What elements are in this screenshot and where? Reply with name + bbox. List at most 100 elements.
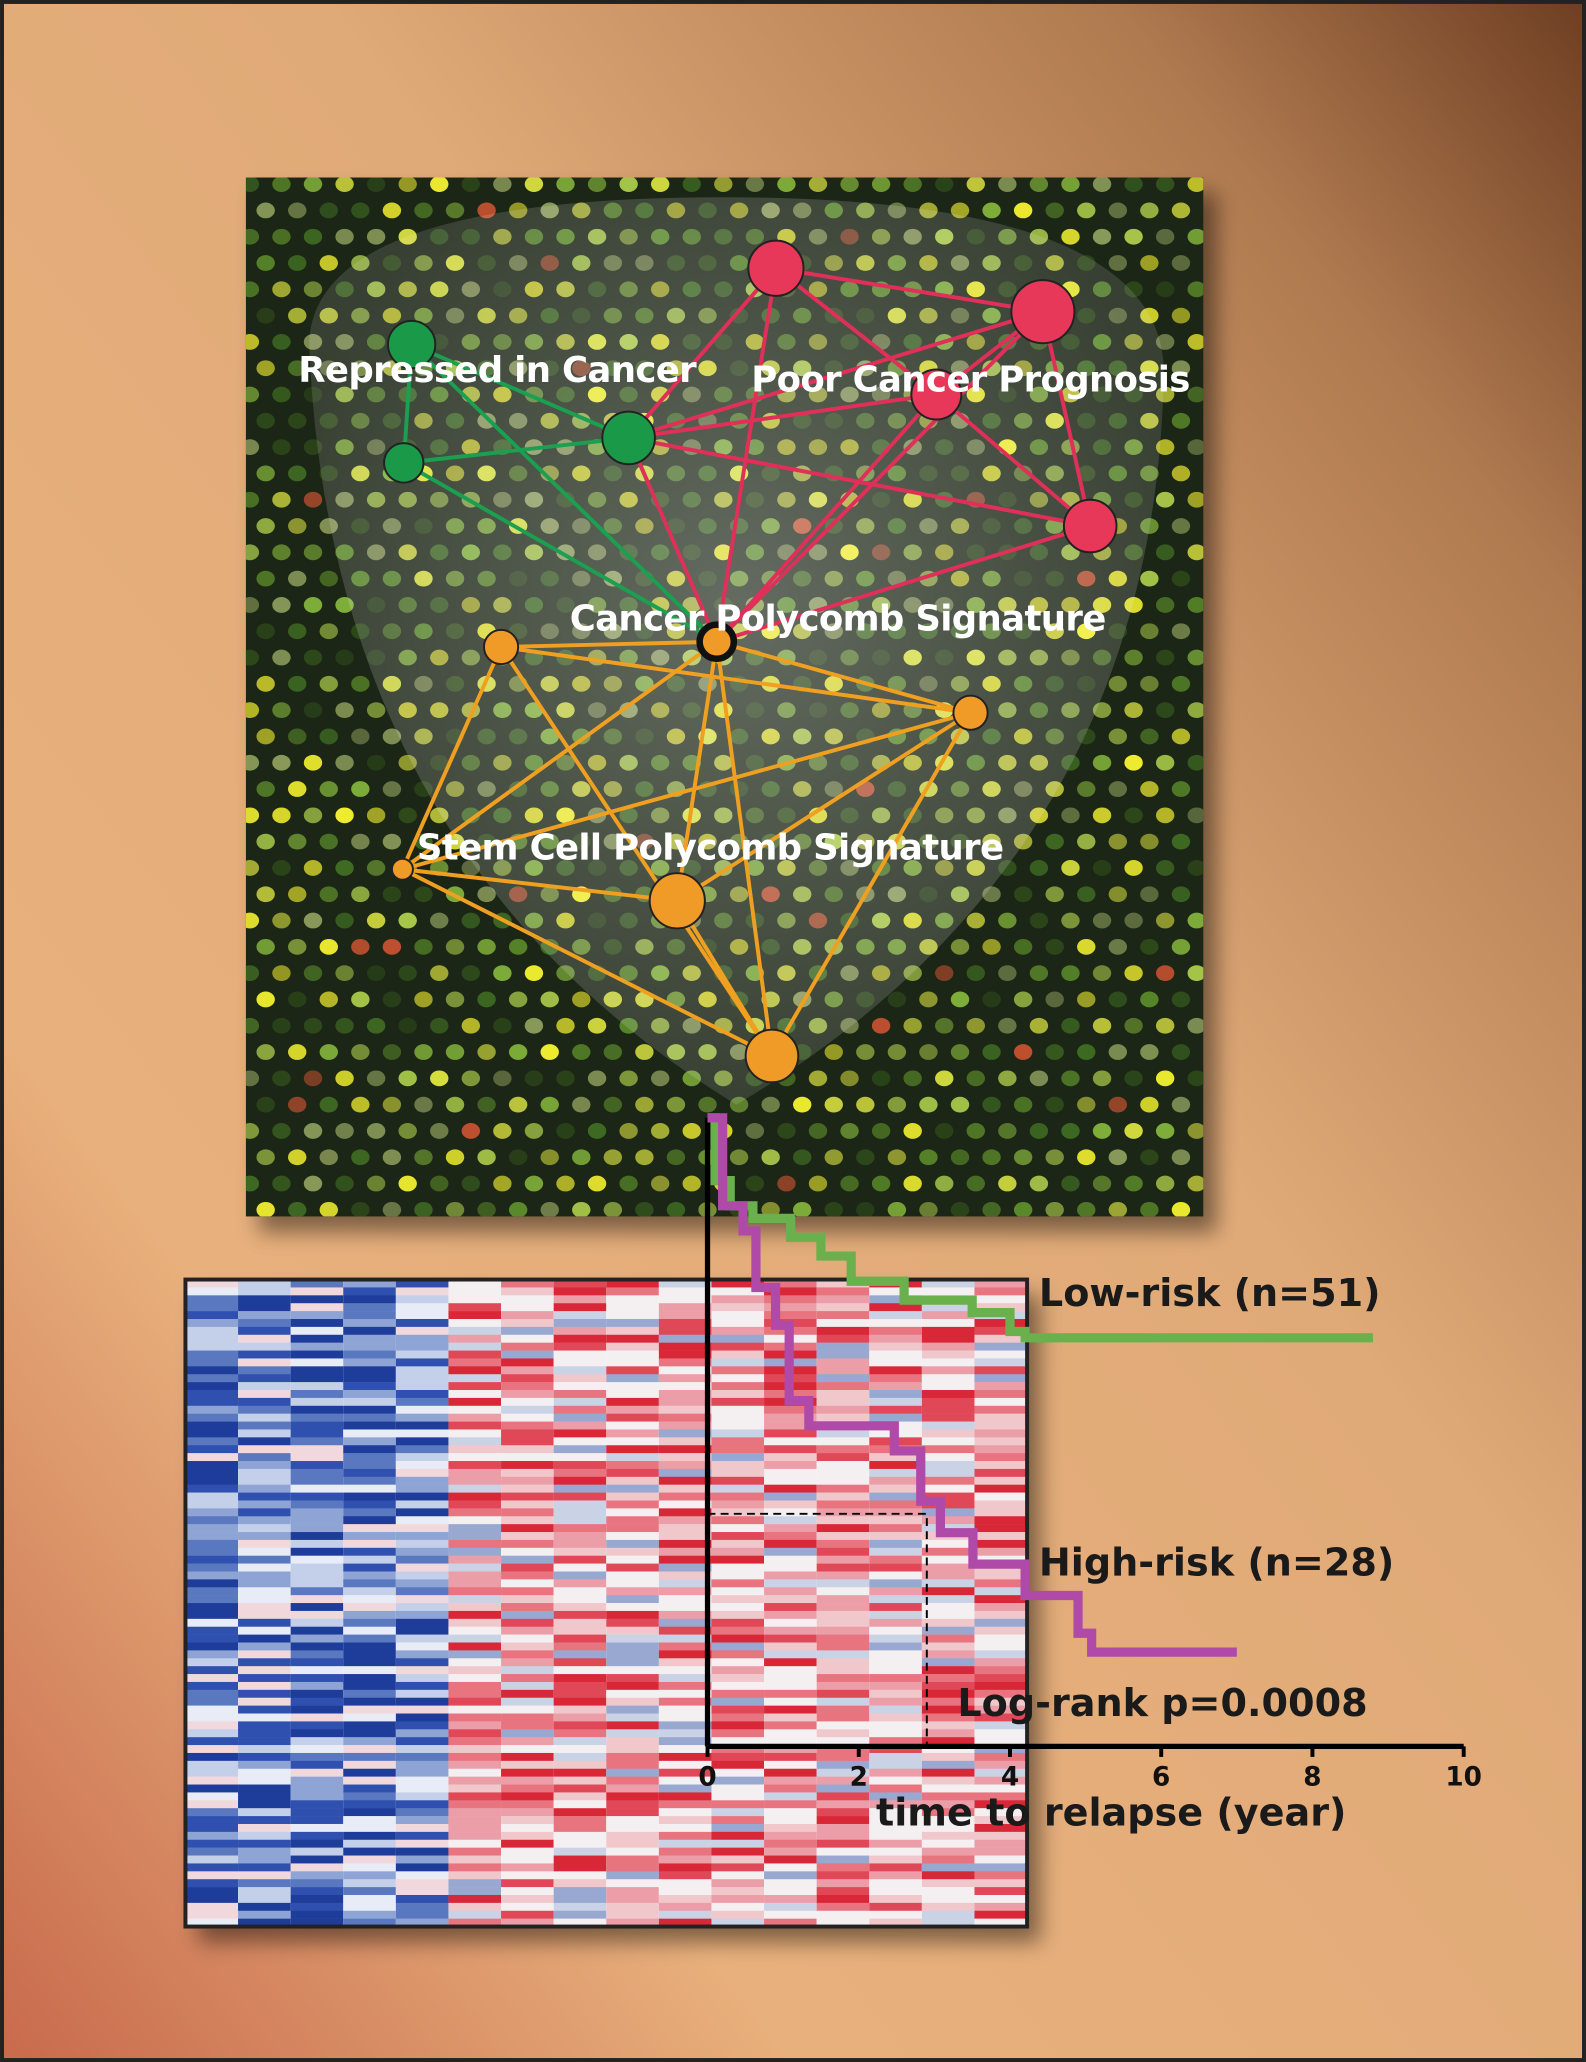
heat-cell [606,1737,659,1746]
heat-cell [185,1484,239,1493]
spot [935,1070,954,1087]
heat-cell [711,1358,765,1367]
heat-cell [343,1397,396,1407]
spot [1171,781,1191,797]
heat-cell [658,1768,712,1777]
heat-cell [185,1626,239,1635]
heat-cell [290,1752,344,1762]
heat-cell [764,1729,817,1738]
heat-cell [343,1855,396,1864]
heat-cell [764,1516,817,1525]
heat-cell [606,1839,659,1848]
heat-cell [343,1524,396,1533]
heat-cell [816,1413,870,1422]
heat-cell [921,1303,975,1312]
heat-cell [448,1887,502,1896]
heat-cell [658,1650,712,1659]
spot [245,649,260,666]
heat-cell [711,1366,765,1375]
spot [366,1070,386,1087]
spot [335,965,354,982]
heat-cell [658,1539,712,1549]
edge [401,640,718,871]
heat-cell [448,1642,502,1651]
heat-cell [395,1760,449,1770]
heat-cell [711,1713,765,1722]
heat-cell [448,1468,502,1478]
spot [1187,439,1204,456]
spot [524,177,544,192]
spot [382,833,402,850]
heat-cell [501,1397,554,1407]
heat-cell [816,1745,870,1754]
heat-cell [448,1421,502,1430]
heat-cell [816,1831,870,1841]
heat-cell [974,1902,1028,1912]
spot [998,1017,1017,1034]
heat-cell [290,1524,344,1533]
heat-cell [816,1784,870,1793]
heat-cell [606,1776,659,1785]
spot [950,1201,970,1217]
heat-cell [816,1382,870,1391]
heat-cell [711,1295,765,1304]
heat-cell [238,1508,291,1517]
heat-cell [290,1492,344,1501]
heat-cell [816,1342,870,1351]
heat-cell [658,1658,712,1667]
spot [903,1123,922,1139]
heat-cell [606,1902,659,1912]
heat-cell [448,1532,502,1541]
heat-cell [553,1342,607,1351]
heat-cell [764,1587,817,1596]
heat-cell [395,1397,449,1407]
heat-cell [343,1405,396,1414]
heat-cell [290,1287,344,1296]
heat-cell [711,1887,765,1896]
spot [508,1149,528,1166]
heat-cell [869,1887,922,1896]
heat-cell [816,1366,870,1375]
heat-cell [764,1492,817,1501]
heat-cell [238,1476,291,1485]
heat-cell [816,1887,870,1896]
heat-cell [290,1555,344,1564]
heat-cell [238,1405,291,1414]
heat-cell [238,1887,291,1896]
heat-cell [974,1666,1028,1675]
heat-cell [816,1445,870,1454]
heat-cell [343,1571,396,1580]
heat-cell [764,1823,817,1833]
heat-cell [343,1342,396,1351]
spot [1171,938,1191,955]
heat-cell [238,1713,291,1722]
heat-cell [869,1737,922,1746]
heat-cell [395,1634,449,1643]
heat-cell [343,1918,396,1927]
heat-cell [658,1823,712,1833]
heat-cell [921,1413,975,1422]
heat-cell [343,1610,396,1620]
heat-cell [185,1405,239,1414]
heat-cell [343,1334,396,1343]
spot [1171,886,1191,903]
heat-cell [343,1760,396,1770]
heat-cell [185,1532,239,1541]
heat-cell [185,1768,239,1777]
heat-cell [238,1863,291,1872]
heat-cell [448,1579,502,1588]
heat-cell [921,1808,975,1817]
heat-cell [553,1445,607,1454]
heat-cell [921,1902,975,1912]
heat-cell [658,1642,712,1651]
heat-cell [974,1461,1028,1470]
spot [272,228,291,245]
heat-cell [606,1705,659,1714]
heat-cell [816,1689,870,1698]
heat-cell [290,1532,344,1541]
edge [410,342,630,440]
heat-cell [764,1295,817,1304]
heat-cell [501,1768,554,1777]
spot [461,1123,481,1139]
